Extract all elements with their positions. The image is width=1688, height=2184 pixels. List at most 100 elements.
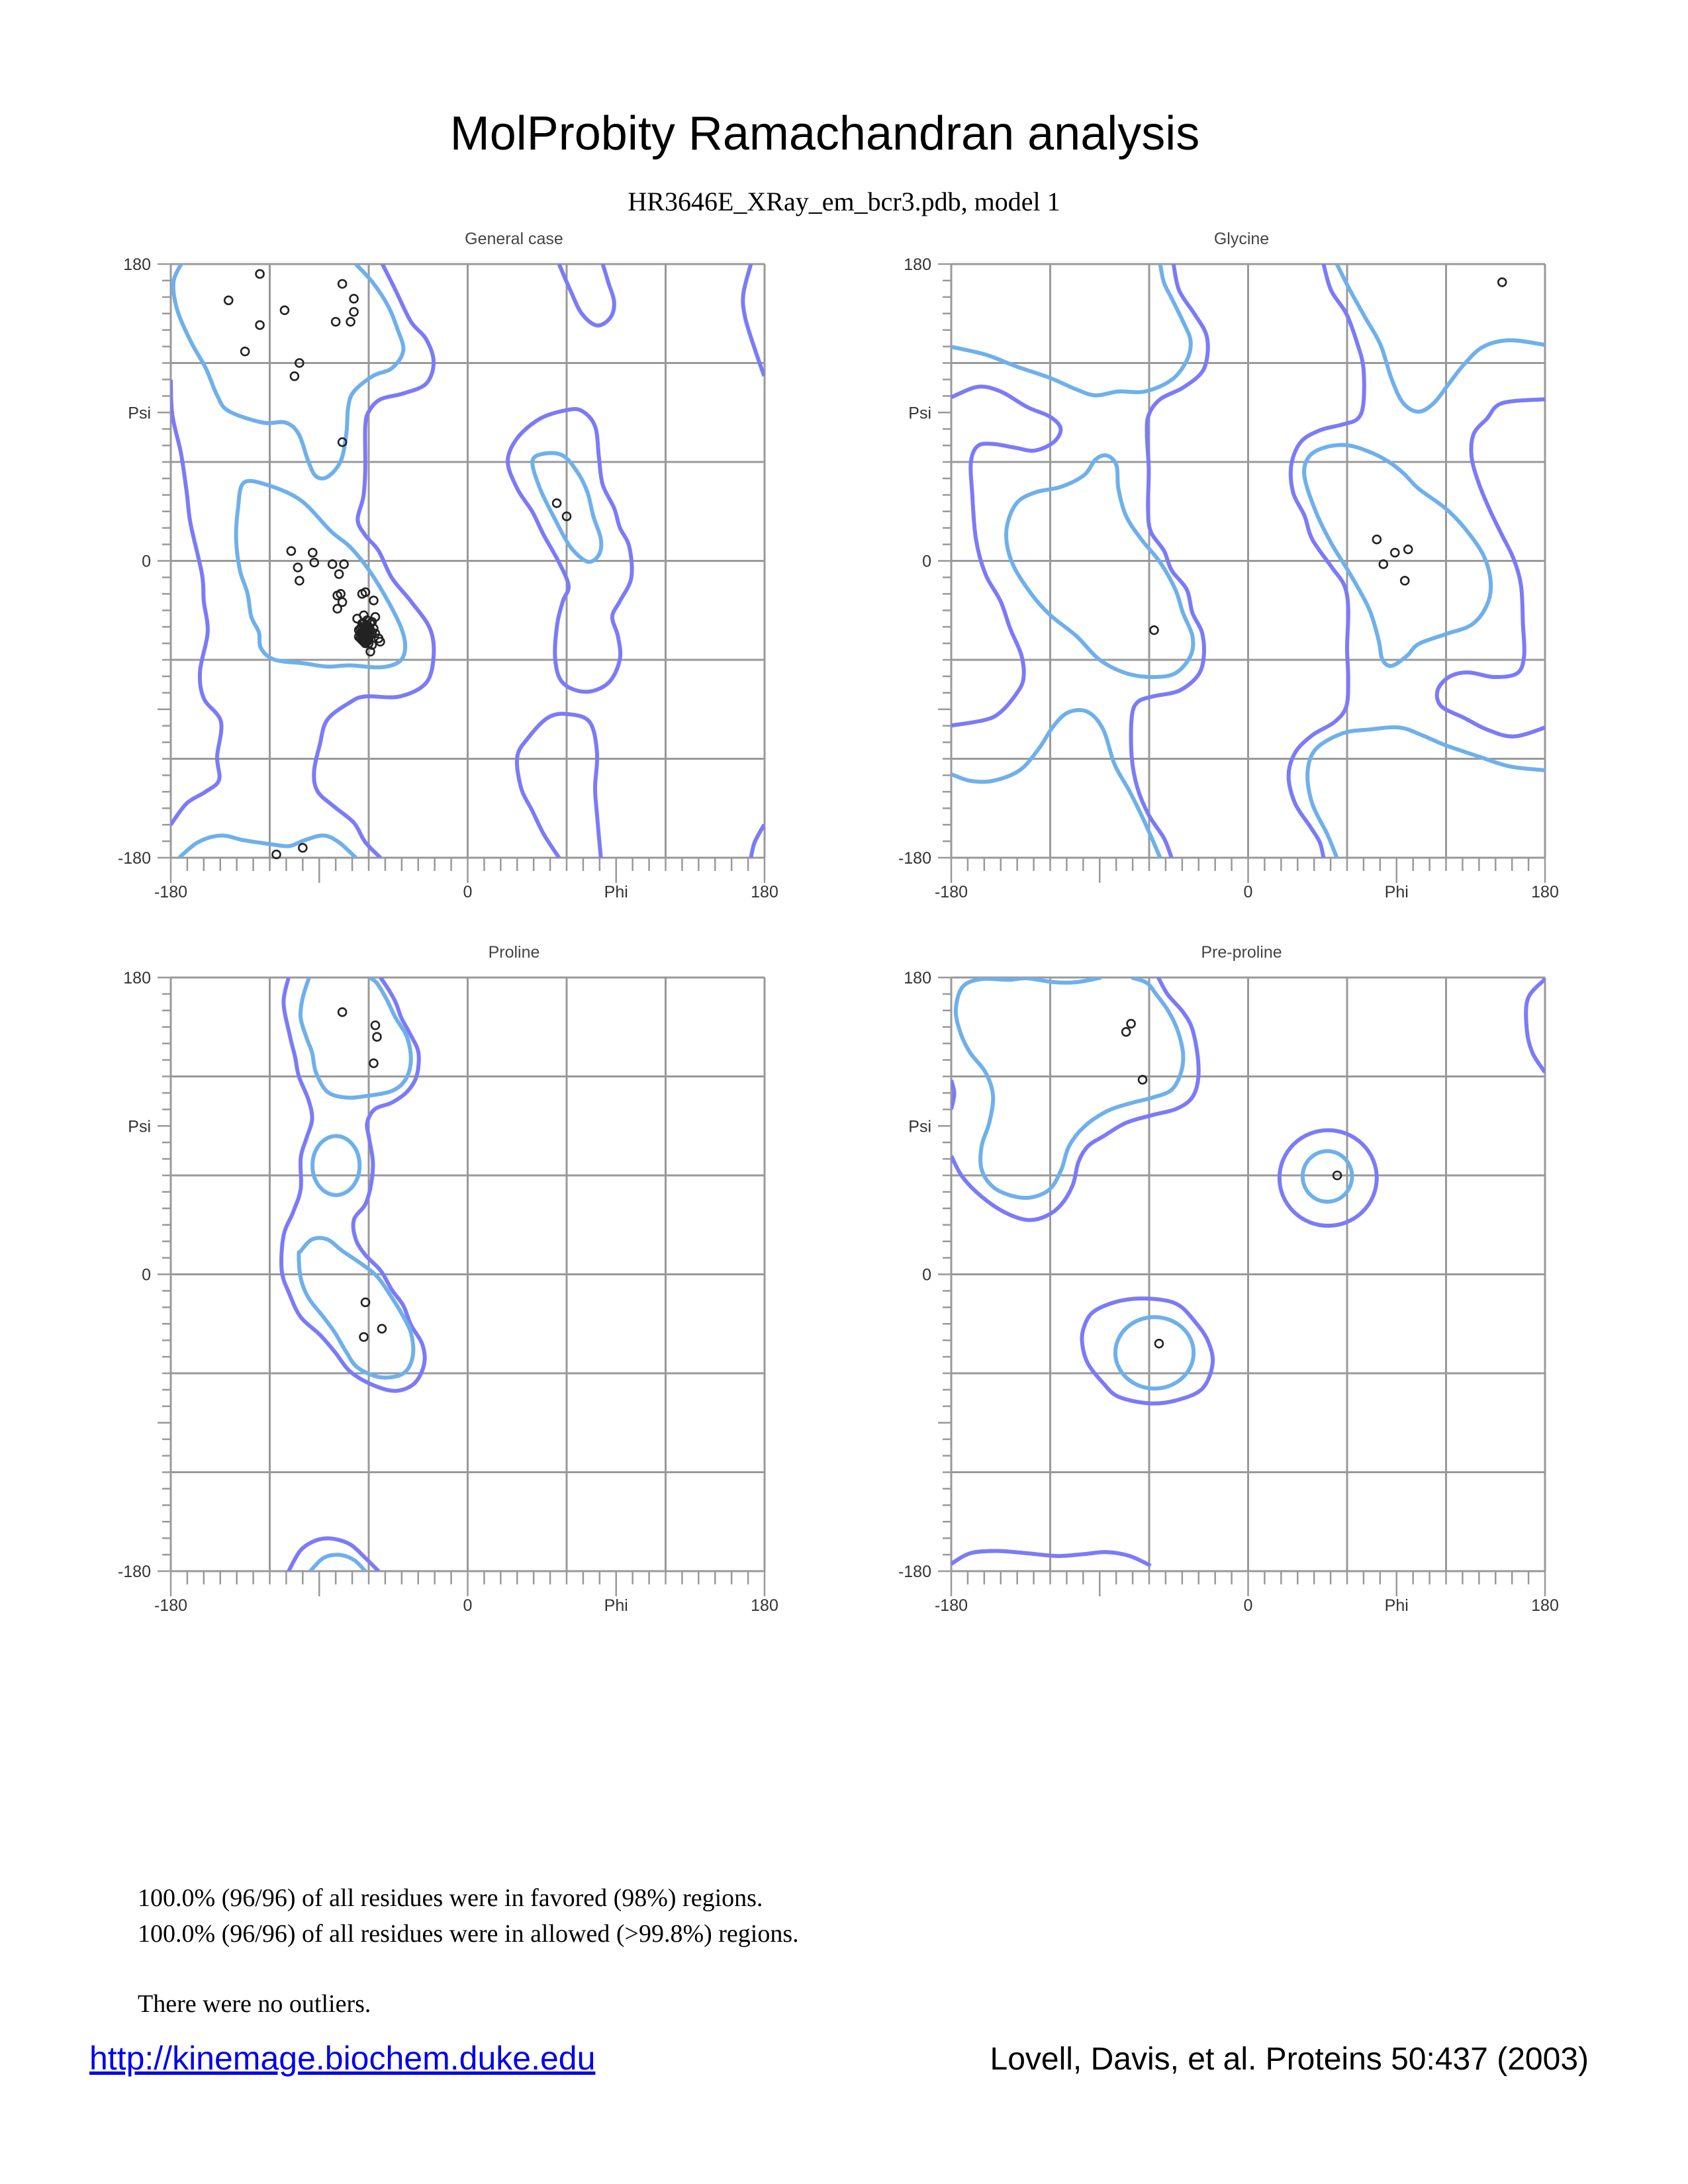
residue-point[interactable]: [359, 637, 369, 647]
residue-point[interactable]: [1332, 1170, 1342, 1181]
residue-point[interactable]: [561, 511, 572, 522]
residue-point[interactable]: [240, 346, 250, 357]
allowed-contour: [171, 379, 224, 826]
residue-point[interactable]: [363, 638, 374, 649]
grid: [169, 263, 766, 859]
y-tick-label: 180: [904, 969, 931, 987]
residue-point[interactable]: [360, 638, 371, 649]
ramachandran-plot-pre-proline: Pre-proline -180 0 Phi 180 180 Psi 0 -180: [898, 943, 1559, 1615]
residue-point[interactable]: [551, 498, 562, 508]
axis-ticks: [158, 976, 766, 1596]
allowed-contour: [279, 978, 427, 1393]
residue-point[interactable]: [271, 849, 281, 860]
residue-point[interactable]: [1399, 576, 1410, 586]
allowed-contour: [312, 264, 436, 858]
residue-point[interactable]: [293, 563, 303, 572]
allowed-contour: [1434, 397, 1545, 739]
residue-point[interactable]: [279, 305, 290, 316]
residue-point[interactable]: [1121, 1026, 1131, 1037]
y-tick-label: 180: [123, 255, 151, 274]
residue-point[interactable]: [295, 576, 305, 586]
y-axis-label: Psi: [128, 1117, 151, 1136]
contours: [951, 264, 1545, 858]
residue-point[interactable]: [339, 559, 349, 569]
residue-point[interactable]: [1154, 1338, 1164, 1349]
x-tick-label: 0: [1244, 883, 1253, 901]
ramachandran-plot-proline: Proline -180 0 Phi 180 180 Psi 0 -180: [118, 943, 778, 1615]
y-tick-label: 0: [142, 553, 151, 571]
residue-point[interactable]: [375, 637, 385, 647]
residue-point[interactable]: [362, 615, 372, 625]
residue-point[interactable]: [1126, 1019, 1136, 1029]
x-tick-label: -180: [935, 883, 968, 901]
allowed-contour: [741, 264, 765, 377]
favored-contour: [530, 451, 604, 565]
residue-point[interactable]: [370, 1020, 381, 1030]
favored-contour: [171, 264, 406, 480]
residue-point[interactable]: [360, 587, 371, 598]
residue-point[interactable]: [330, 316, 341, 327]
residue-point[interactable]: [1497, 277, 1507, 287]
plot-title: General case: [465, 230, 563, 248]
residue-point[interactable]: [255, 320, 265, 330]
residue-point[interactable]: [255, 269, 265, 279]
residue-point[interactable]: [353, 631, 364, 642]
contours: [171, 264, 765, 858]
favored-contour: [177, 833, 357, 858]
residue-points: [1149, 277, 1507, 635]
axis-ticks: [158, 263, 766, 883]
residue-point[interactable]: [1149, 625, 1159, 635]
residue-point[interactable]: [286, 546, 297, 556]
allowed-contour: [1524, 978, 1545, 1073]
residue-point[interactable]: [1403, 544, 1413, 555]
allowed-contour: [1080, 1296, 1215, 1406]
favored-contour: [234, 478, 408, 670]
residue-point[interactable]: [367, 628, 377, 639]
allowed-contour: [557, 264, 616, 328]
allowed-contour: [1129, 264, 1210, 858]
residue-point[interactable]: [334, 569, 344, 579]
residue-point[interactable]: [346, 316, 355, 327]
residue-point[interactable]: [327, 559, 338, 569]
residue-point[interactable]: [359, 1332, 369, 1342]
residue-point[interactable]: [372, 1032, 382, 1042]
residue-point[interactable]: [370, 628, 381, 639]
x-tick-label: 0: [463, 883, 473, 901]
kinemage-link[interactable]: http://kinemage.biochem.duke.edu: [89, 2040, 595, 2077]
residue-point[interactable]: [337, 279, 348, 289]
residue-point[interactable]: [307, 547, 318, 558]
residue-point[interactable]: [349, 306, 359, 317]
residue-point[interactable]: [289, 371, 300, 381]
residue-point[interactable]: [337, 437, 348, 447]
residue-point[interactable]: [1389, 547, 1400, 558]
residue-point[interactable]: [309, 557, 320, 568]
residue-point[interactable]: [337, 1007, 348, 1017]
residue-point[interactable]: [336, 589, 346, 599]
residue-point[interactable]: [369, 1058, 379, 1068]
residue-point[interactable]: [223, 295, 234, 306]
allowed-contour: [1286, 264, 1366, 858]
citation: Lovell, Davis, et al. Proteins 50:437 (2…: [990, 2042, 1589, 2077]
allowed-contour: [951, 1079, 957, 1110]
plot-title: Proline: [489, 943, 540, 962]
allowed-contour: [951, 1549, 1152, 1568]
residue-point[interactable]: [349, 294, 359, 304]
residue-point[interactable]: [365, 647, 375, 657]
y-tick-label: -180: [898, 1563, 931, 1581]
residue-point[interactable]: [1372, 534, 1382, 545]
y-tick-label: 180: [123, 969, 151, 987]
residue-point[interactable]: [295, 358, 305, 368]
residue-point[interactable]: [369, 595, 379, 606]
residue-point[interactable]: [337, 597, 348, 608]
residue-point[interactable]: [377, 1324, 387, 1334]
x-tick-label: 0: [1244, 1596, 1253, 1615]
residue-point[interactable]: [362, 637, 372, 647]
residue-point[interactable]: [360, 1297, 371, 1308]
grid: [950, 976, 1546, 1572]
residue-point[interactable]: [1137, 1075, 1148, 1085]
x-axis-label: Phi: [604, 1596, 628, 1615]
residue-point[interactable]: [1378, 559, 1389, 569]
residue-point[interactable]: [332, 604, 342, 614]
residue-point[interactable]: [298, 842, 308, 853]
